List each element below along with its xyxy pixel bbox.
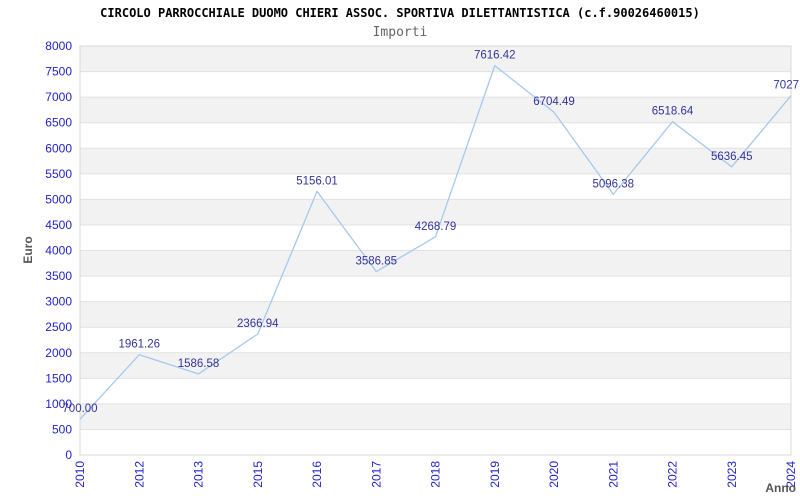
chart-title: CIRCOLO PARROCCHIALE DUOMO CHIERI ASSOC.… bbox=[100, 6, 700, 20]
y-tick-label: 5500 bbox=[45, 167, 72, 181]
point-value-label: 7027.1 bbox=[773, 80, 800, 92]
plot-band bbox=[80, 224, 791, 251]
x-tick-label: 2022 bbox=[666, 461, 680, 488]
point-value-label: 2366.94 bbox=[237, 318, 279, 330]
y-tick-label: 2500 bbox=[45, 320, 72, 334]
x-tick-label: 2019 bbox=[488, 461, 502, 488]
x-tick-label: 2023 bbox=[725, 461, 739, 488]
plot-band bbox=[80, 403, 791, 430]
plot-band bbox=[80, 378, 791, 404]
x-tick-label: 2013 bbox=[192, 461, 206, 488]
x-tick-label: 2012 bbox=[132, 461, 146, 488]
point-value-label: 5156.01 bbox=[296, 175, 338, 187]
y-tick-label: 2000 bbox=[45, 346, 72, 360]
y-tick-label: 7500 bbox=[45, 65, 72, 79]
y-tick-label: 6500 bbox=[45, 116, 72, 130]
y-tick-label: 1000 bbox=[45, 397, 72, 411]
plot-band bbox=[80, 122, 791, 149]
point-value-label: 1961.26 bbox=[118, 339, 160, 351]
y-tick-label: 0 bbox=[65, 448, 72, 462]
x-tick-label: 2020 bbox=[547, 461, 561, 488]
plot-band bbox=[80, 199, 791, 225]
y-tick-label: 7000 bbox=[45, 90, 72, 104]
point-value-label: 6704.49 bbox=[533, 96, 575, 108]
x-tick-label: 2016 bbox=[310, 461, 324, 488]
y-tick-label: 8000 bbox=[45, 39, 72, 53]
plot-band bbox=[80, 97, 791, 123]
plot-band bbox=[80, 71, 791, 98]
x-tick-label: 2021 bbox=[606, 461, 620, 488]
plot-band bbox=[80, 46, 791, 72]
point-value-label: 5096.38 bbox=[592, 178, 634, 190]
x-tick-label: 2015 bbox=[251, 461, 265, 488]
y-tick-label: 3500 bbox=[45, 269, 72, 283]
point-value-label: 7616.42 bbox=[474, 50, 516, 62]
plot-band bbox=[80, 429, 791, 455]
y-tick-label: 3000 bbox=[45, 295, 72, 309]
point-value-label: 6518.64 bbox=[652, 106, 694, 118]
y-tick-label: 5000 bbox=[45, 192, 72, 206]
plot-band bbox=[80, 276, 791, 302]
plot-band bbox=[80, 327, 791, 353]
x-tick-label: 2010 bbox=[73, 461, 87, 488]
y-tick-label: 1500 bbox=[45, 371, 72, 385]
plot-border bbox=[79, 45, 792, 456]
y-tick-label: 4500 bbox=[45, 218, 72, 232]
data-line bbox=[79, 64, 792, 420]
x-tick-label: 2024 bbox=[784, 461, 798, 488]
point-value-label: 5636.45 bbox=[711, 151, 753, 163]
y-tick-label: 6000 bbox=[45, 141, 72, 155]
x-axis-title: Anno bbox=[765, 481, 796, 495]
point-value-label: 700.00 bbox=[62, 403, 97, 415]
chart-subtitle: Importi bbox=[372, 25, 428, 40]
point-value-label: 1586.58 bbox=[178, 358, 220, 370]
x-tick-label: 2017 bbox=[369, 461, 383, 488]
plot-band bbox=[80, 250, 791, 277]
point-value-label: 3586.85 bbox=[355, 256, 397, 268]
y-tick-label: 4000 bbox=[45, 244, 72, 258]
plot-band bbox=[80, 148, 791, 174]
point-value-label: 4268.79 bbox=[415, 221, 457, 233]
plot-band bbox=[80, 301, 791, 328]
plot-band bbox=[80, 173, 791, 200]
y-tick-label: 500 bbox=[52, 422, 72, 436]
y-axis-title: Euro bbox=[21, 236, 35, 264]
x-tick-label: 2018 bbox=[429, 461, 443, 488]
